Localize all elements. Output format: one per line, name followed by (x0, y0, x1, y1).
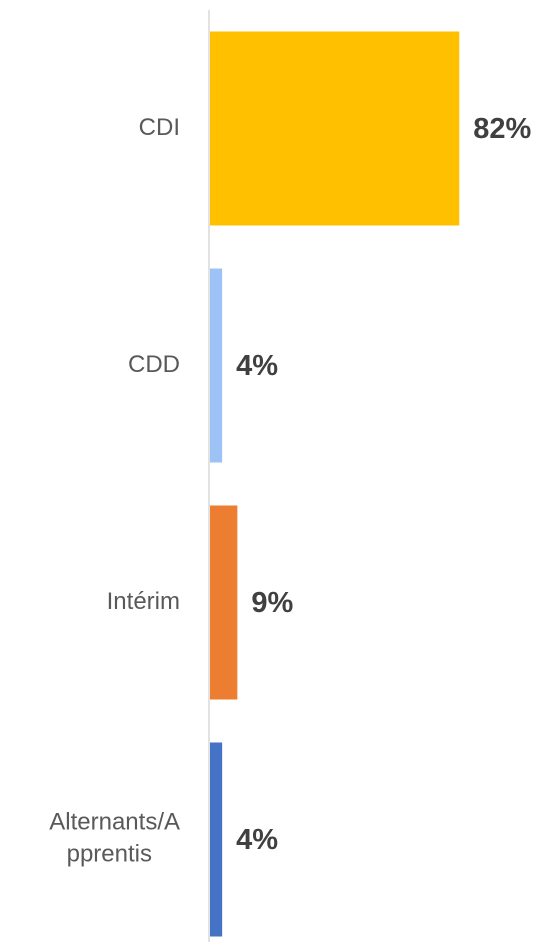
bar (210, 742, 223, 937)
bar (210, 31, 460, 226)
category-label: Intérim (107, 588, 180, 615)
category-label: Alternants/A pprentis (49, 809, 180, 868)
category-label: CDI (139, 114, 180, 141)
value-label: 9% (251, 587, 293, 619)
value-label: 82% (473, 113, 531, 145)
bar (210, 268, 223, 463)
value-label: 4% (236, 824, 278, 856)
value-label: 4% (236, 350, 278, 382)
category-label: CDD (128, 351, 180, 378)
bar (210, 505, 238, 700)
